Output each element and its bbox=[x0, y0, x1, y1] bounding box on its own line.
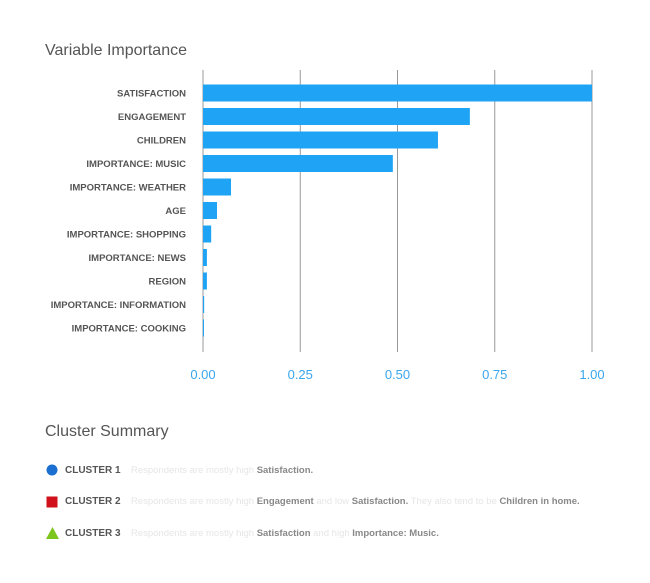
chart-title: Variable Importance bbox=[45, 42, 187, 59]
category-label: IMPORTANCE: NEWS bbox=[89, 253, 186, 264]
x-tick-label: 1.00 bbox=[579, 367, 604, 382]
description-part: They also tend to be bbox=[408, 496, 500, 507]
category-label: ENGAGEMENT bbox=[118, 112, 186, 123]
cluster-square-icon bbox=[45, 496, 59, 508]
description-part: Respondents are mostly high bbox=[131, 464, 257, 476]
bar bbox=[203, 249, 207, 266]
cluster-description: Respondents are mostly high Engagement a… bbox=[131, 496, 580, 507]
x-tick-label: 0.50 bbox=[385, 367, 410, 382]
bar bbox=[203, 108, 470, 125]
cluster-name: CLUSTER 3 bbox=[65, 527, 121, 539]
cluster-row: CLUSTER 1 Respondents are mostly high Sat… bbox=[45, 462, 313, 478]
description-part: Children in home. bbox=[499, 496, 580, 507]
category-label: IMPORTANCE: MUSIC bbox=[86, 159, 186, 170]
cluster-description: Respondents are mostly high Satisfaction… bbox=[131, 528, 439, 539]
category-label: CHILDREN bbox=[137, 136, 186, 147]
description-part: and high bbox=[310, 527, 353, 539]
x-tick-label: 0.25 bbox=[288, 367, 313, 382]
description-part: Satisfaction bbox=[256, 527, 311, 539]
description-part: Satisfaction. bbox=[351, 496, 409, 507]
cluster-triangle-icon bbox=[45, 527, 59, 539]
cluster-name: CLUSTER 2 bbox=[65, 496, 121, 507]
variable-importance-chart: 0.00 0.25 0.50 0.75 1.00 SATISFACTION ENGAGEME… bbox=[51, 70, 605, 382]
category-label: AGE bbox=[165, 206, 186, 217]
bar bbox=[203, 155, 393, 172]
cluster-row: CLUSTER 2 Respondents are mostly high Eng… bbox=[45, 494, 580, 510]
bar bbox=[203, 202, 218, 219]
cluster-name: CLUSTER 1 bbox=[65, 464, 121, 476]
bar bbox=[203, 84, 592, 102]
x-tick-label: 0.00 bbox=[190, 367, 215, 382]
bar bbox=[203, 131, 438, 149]
category-label: SATISFACTION bbox=[117, 89, 186, 100]
bar bbox=[203, 272, 207, 290]
description-part: and low bbox=[313, 496, 352, 507]
description-part: Engagement bbox=[256, 496, 314, 507]
category-label: REGION bbox=[149, 277, 187, 288]
cluster-row: CLUSTER 3 Respondents are mostly high Sat… bbox=[45, 525, 439, 541]
category-label: IMPORTANCE: INFORMATION bbox=[51, 300, 186, 311]
cluster-description: Respondents are mostly high Satisfaction… bbox=[131, 465, 313, 476]
category-label: IMPORTANCE: COOKING bbox=[72, 324, 186, 335]
bar bbox=[203, 319, 204, 337]
bar bbox=[203, 178, 232, 196]
cluster-summary-title: Cluster Summary bbox=[45, 423, 169, 440]
description-part: Importance: Music. bbox=[352, 527, 439, 539]
bar bbox=[203, 296, 205, 313]
cluster-circle-icon bbox=[45, 464, 59, 476]
bar bbox=[203, 225, 212, 243]
category-label: IMPORTANCE: WEATHER bbox=[70, 183, 186, 194]
x-tick-label: 0.75 bbox=[482, 367, 507, 382]
description-part: Satisfaction. bbox=[256, 464, 314, 476]
description-part: Respondents are mostly high bbox=[131, 527, 257, 539]
category-label: IMPORTANCE: SHOPPING bbox=[67, 230, 186, 241]
description-part: Respondents are mostly high bbox=[131, 496, 257, 507]
